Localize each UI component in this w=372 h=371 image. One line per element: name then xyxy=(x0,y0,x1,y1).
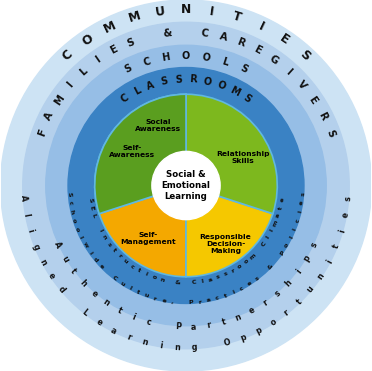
Text: e: e xyxy=(89,288,99,299)
Text: a: a xyxy=(206,298,211,303)
Text: a: a xyxy=(191,322,196,332)
Text: e: e xyxy=(279,197,285,202)
Text: I: I xyxy=(65,81,75,90)
Text: d: d xyxy=(56,285,67,295)
Text: O: O xyxy=(80,32,96,48)
Text: O: O xyxy=(182,51,190,60)
Text: s: s xyxy=(273,289,282,299)
Text: Responsible
Decision-
Making: Responsible Decision- Making xyxy=(199,234,251,254)
Text: i: i xyxy=(294,267,303,275)
Circle shape xyxy=(23,22,349,349)
Text: A: A xyxy=(52,240,63,250)
Text: L: L xyxy=(78,66,89,78)
Text: e: e xyxy=(161,298,166,303)
Text: r: r xyxy=(230,268,235,274)
Text: M: M xyxy=(52,93,66,107)
Text: t: t xyxy=(111,248,117,253)
Text: g: g xyxy=(30,243,41,251)
Text: c: c xyxy=(67,201,73,205)
Text: &: & xyxy=(162,28,172,39)
Text: e: e xyxy=(247,280,253,287)
Text: t: t xyxy=(68,267,78,276)
Text: L: L xyxy=(132,85,142,97)
Text: H: H xyxy=(161,52,171,63)
Text: E: E xyxy=(89,205,94,210)
Text: i: i xyxy=(159,341,163,351)
Text: a: a xyxy=(109,326,118,336)
Text: n: n xyxy=(102,298,111,308)
Text: h: h xyxy=(78,278,89,288)
Text: l: l xyxy=(201,279,204,284)
Text: n: n xyxy=(174,343,181,352)
Text: e: e xyxy=(248,305,257,316)
Text: U: U xyxy=(154,4,166,19)
Text: S: S xyxy=(241,92,253,105)
Text: g: g xyxy=(191,343,198,352)
Text: n: n xyxy=(234,312,243,322)
Text: T: T xyxy=(231,10,243,25)
Text: n: n xyxy=(315,272,326,281)
Text: M: M xyxy=(228,85,241,98)
Text: p: p xyxy=(302,254,312,263)
Text: ,: , xyxy=(171,299,174,305)
Text: t: t xyxy=(116,306,124,316)
Text: E: E xyxy=(109,44,119,56)
Text: N: N xyxy=(181,3,191,16)
Text: G: G xyxy=(267,53,280,66)
Text: P: P xyxy=(175,322,182,332)
Text: S: S xyxy=(67,191,72,197)
Text: l: l xyxy=(128,286,132,291)
Text: S: S xyxy=(297,48,312,63)
Text: e: e xyxy=(341,211,351,218)
Text: i: i xyxy=(87,250,93,255)
Text: L: L xyxy=(80,308,90,318)
Text: a: a xyxy=(208,277,213,283)
Text: s: s xyxy=(254,276,260,282)
Text: L: L xyxy=(90,213,97,218)
Text: A: A xyxy=(145,79,156,91)
Text: S: S xyxy=(175,75,183,85)
Wedge shape xyxy=(186,94,277,214)
Wedge shape xyxy=(95,94,186,214)
Text: &: & xyxy=(175,280,181,285)
Text: c: c xyxy=(295,218,301,223)
Text: c: c xyxy=(239,285,245,292)
Text: p: p xyxy=(239,332,247,343)
Text: e: e xyxy=(46,272,57,281)
Text: r: r xyxy=(198,299,201,305)
Text: S: S xyxy=(123,63,134,75)
Wedge shape xyxy=(186,186,273,277)
Text: h: h xyxy=(69,209,75,215)
Text: E: E xyxy=(307,94,319,105)
Text: Self-
Management: Self- Management xyxy=(120,232,176,244)
Text: u: u xyxy=(60,254,70,263)
Text: t: t xyxy=(224,293,228,299)
Text: i: i xyxy=(25,229,35,234)
Text: o: o xyxy=(74,226,80,232)
Text: S: S xyxy=(324,128,336,138)
Text: t: t xyxy=(295,298,304,306)
Text: e: e xyxy=(94,317,103,328)
Circle shape xyxy=(68,68,304,303)
Text: I: I xyxy=(97,228,103,233)
Text: w: w xyxy=(81,242,89,249)
Text: a: a xyxy=(275,213,282,218)
Text: s: s xyxy=(310,241,320,249)
Text: R: R xyxy=(235,36,246,49)
Text: i: i xyxy=(131,312,137,322)
Text: R: R xyxy=(189,75,197,85)
Text: Social
Awareness: Social Awareness xyxy=(135,119,181,132)
Text: m: m xyxy=(248,252,257,260)
Text: I: I xyxy=(209,5,215,18)
Text: t: t xyxy=(137,268,142,274)
Text: V: V xyxy=(295,79,308,91)
Text: P: P xyxy=(188,300,193,305)
Text: M: M xyxy=(127,9,142,25)
Text: u: u xyxy=(305,285,316,295)
Text: i: i xyxy=(144,272,148,277)
Text: F: F xyxy=(36,128,48,138)
Text: M: M xyxy=(102,18,119,35)
Text: s: s xyxy=(215,274,221,280)
Text: I: I xyxy=(257,20,266,34)
